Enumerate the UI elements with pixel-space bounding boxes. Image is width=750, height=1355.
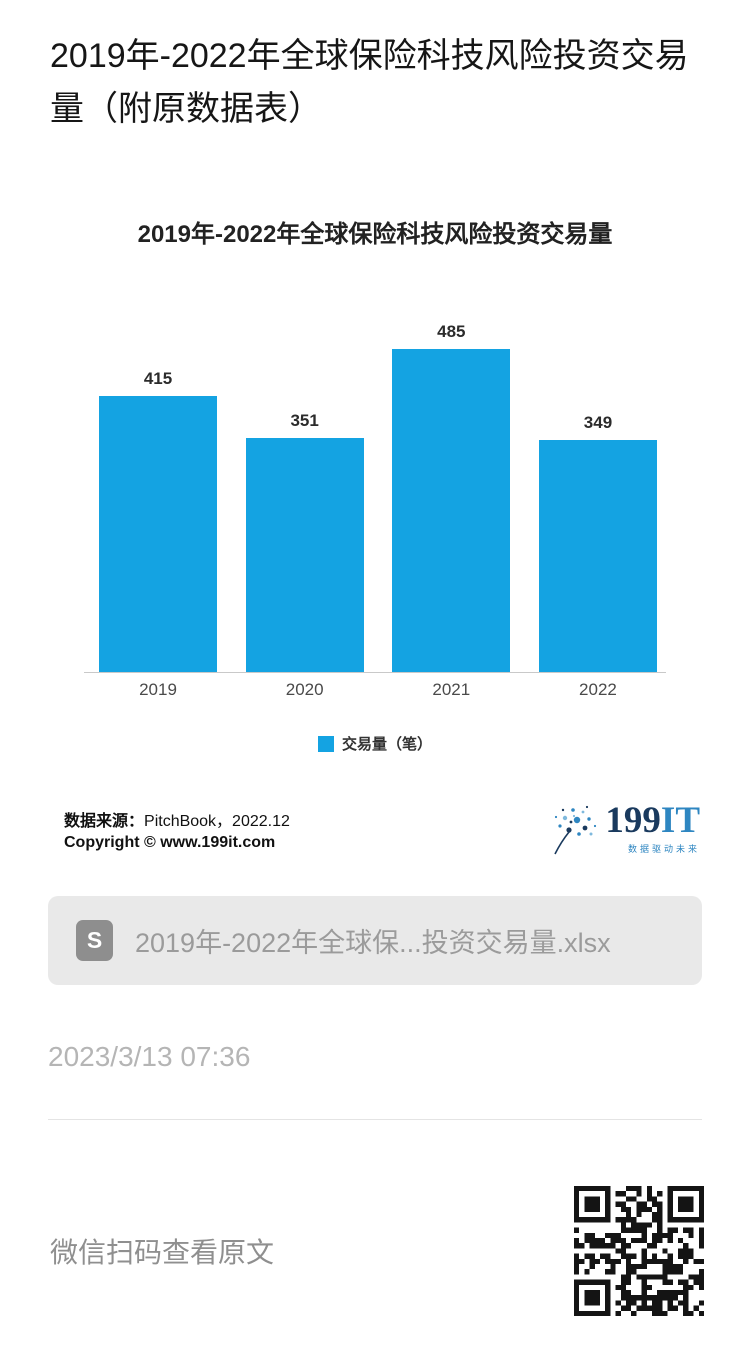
bar [245,438,364,672]
bar-chart: 415 351 485 349 2019 2020 2021 2022 [84,301,666,700]
scan-hint-text: 微信扫码查看原文 [50,1237,275,1268]
chart-legend: 交易量（笔） [0,733,750,754]
bar-group: 351 [245,411,364,672]
dandelion-icon [543,802,599,861]
page-title: 2019年-2022年全球保险科技风险投资交易量（附原数据表） [50,37,689,128]
data-source-label: 数据来源： [64,812,145,830]
logo-tagline: 数据驱动未来 [627,844,700,854]
source-row: 数据来源：PitchBook，2022.12 Copyright © www.1… [64,802,700,861]
bar-group: 415 [99,369,217,672]
legend-label: 交易量（笔） [341,736,432,753]
bar-value-label: 349 [583,413,613,432]
copyright-label: Copyright © [64,833,156,851]
x-axis-label: 2019 [139,680,177,699]
bar-value-label: 485 [437,322,466,341]
x-axis-label: 2020 [285,680,324,699]
footer-row: 微信扫码查看原文 [50,1186,704,1316]
publish-timestamp: 2023/3/13 07:36 [48,1041,251,1072]
qr-code [574,1186,704,1316]
chart-card: 2019年-2022年全球保险科技风险投资交易量 415 351 485 349 20… [0,214,750,754]
chart-title: 2019年-2022年全球保险科技风险投资交易量 [137,221,613,248]
logo-it: IT [660,800,700,841]
article-page: 2019年-2022年全球保险科技风险投资交易量（附原数据表） 2019年-20… [0,30,750,1355]
bar [392,349,511,672]
logo-wordmark: 199IT [605,802,700,840]
x-axis-labels: 2019 2020 2021 2022 [84,680,666,700]
bar-value-label: 351 [290,411,319,430]
data-source-line: 数据来源：PitchBook，2022.12 [64,811,290,832]
data-source-block: 数据来源：PitchBook，2022.12 Copyright © www.1… [64,811,290,853]
bar-value-label: 415 [143,369,173,388]
logo-199: 199 [605,800,661,841]
copyright-value: www.199it.com [160,833,276,851]
x-axis-label: 2022 [579,680,617,699]
data-source-value: PitchBook，2022.12 [144,812,290,830]
xlsx-file-icon: S [76,920,113,961]
attachment-card[interactable]: S 2019年-2022年全球保...投资交易量.xlsx [48,896,702,985]
plot-area: 415 351 485 349 [84,301,666,673]
divider [48,1119,702,1120]
bar [99,396,217,672]
bar-group: 485 [392,322,511,672]
bar [538,440,657,672]
x-axis-label: 2021 [432,680,471,699]
site-logo: 199IT 数据驱动未来 [543,802,700,861]
legend-swatch [317,735,334,752]
attachment-filename: 2019年-2022年全球保...投资交易量.xlsx [135,928,611,958]
logo-text: 199IT 数据驱动未来 [605,802,700,855]
copyright-line: Copyright © www.199it.com [64,832,290,853]
bar-group: 349 [538,413,657,672]
